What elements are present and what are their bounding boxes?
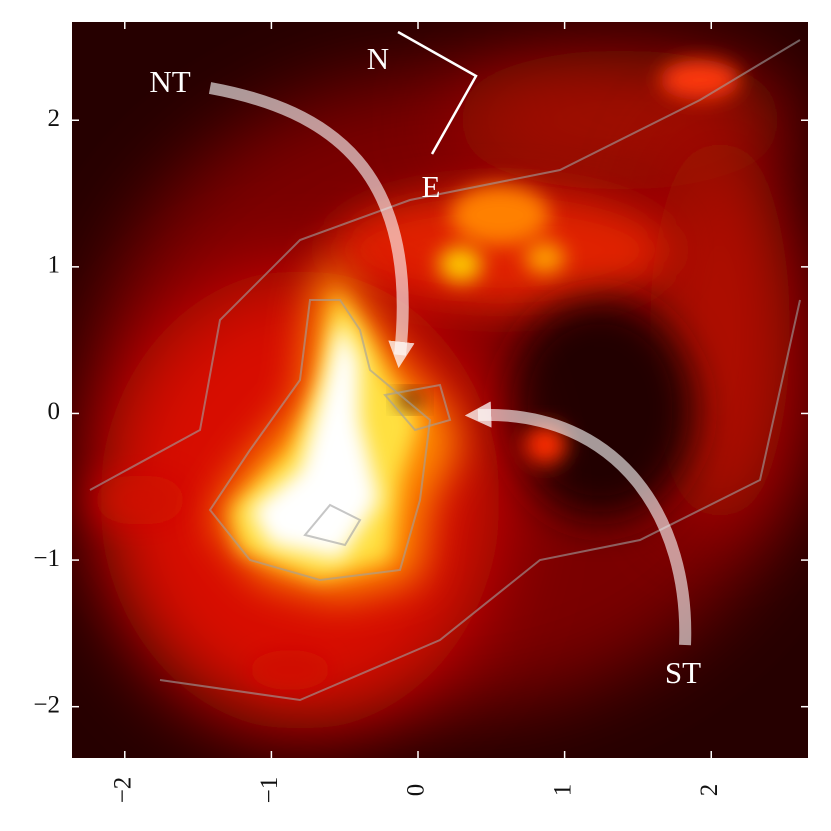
annotation: NT — [149, 64, 190, 99]
compass — [397, 30, 478, 155]
arrows — [208, 82, 692, 646]
x-tick-label: 0 — [403, 784, 430, 797]
x-tick-label: 1 — [549, 784, 576, 797]
x-tick-label: −1 — [256, 777, 283, 804]
y-tick-label: −2 — [33, 691, 60, 718]
annotation: ST — [665, 655, 701, 690]
annotation: N — [367, 41, 389, 76]
y-tick-label: 0 — [48, 398, 61, 425]
nt-arrow — [208, 82, 415, 369]
annotation: E — [422, 169, 441, 204]
y-tick-label: 2 — [48, 105, 61, 132]
y-tick-label: 1 — [48, 252, 61, 279]
y-tick-label: −1 — [33, 545, 60, 572]
x-tick-label: −2 — [110, 777, 137, 804]
st-arrow — [464, 401, 692, 646]
x-tick-label: 2 — [696, 784, 723, 797]
heatmap — [72, 22, 808, 758]
